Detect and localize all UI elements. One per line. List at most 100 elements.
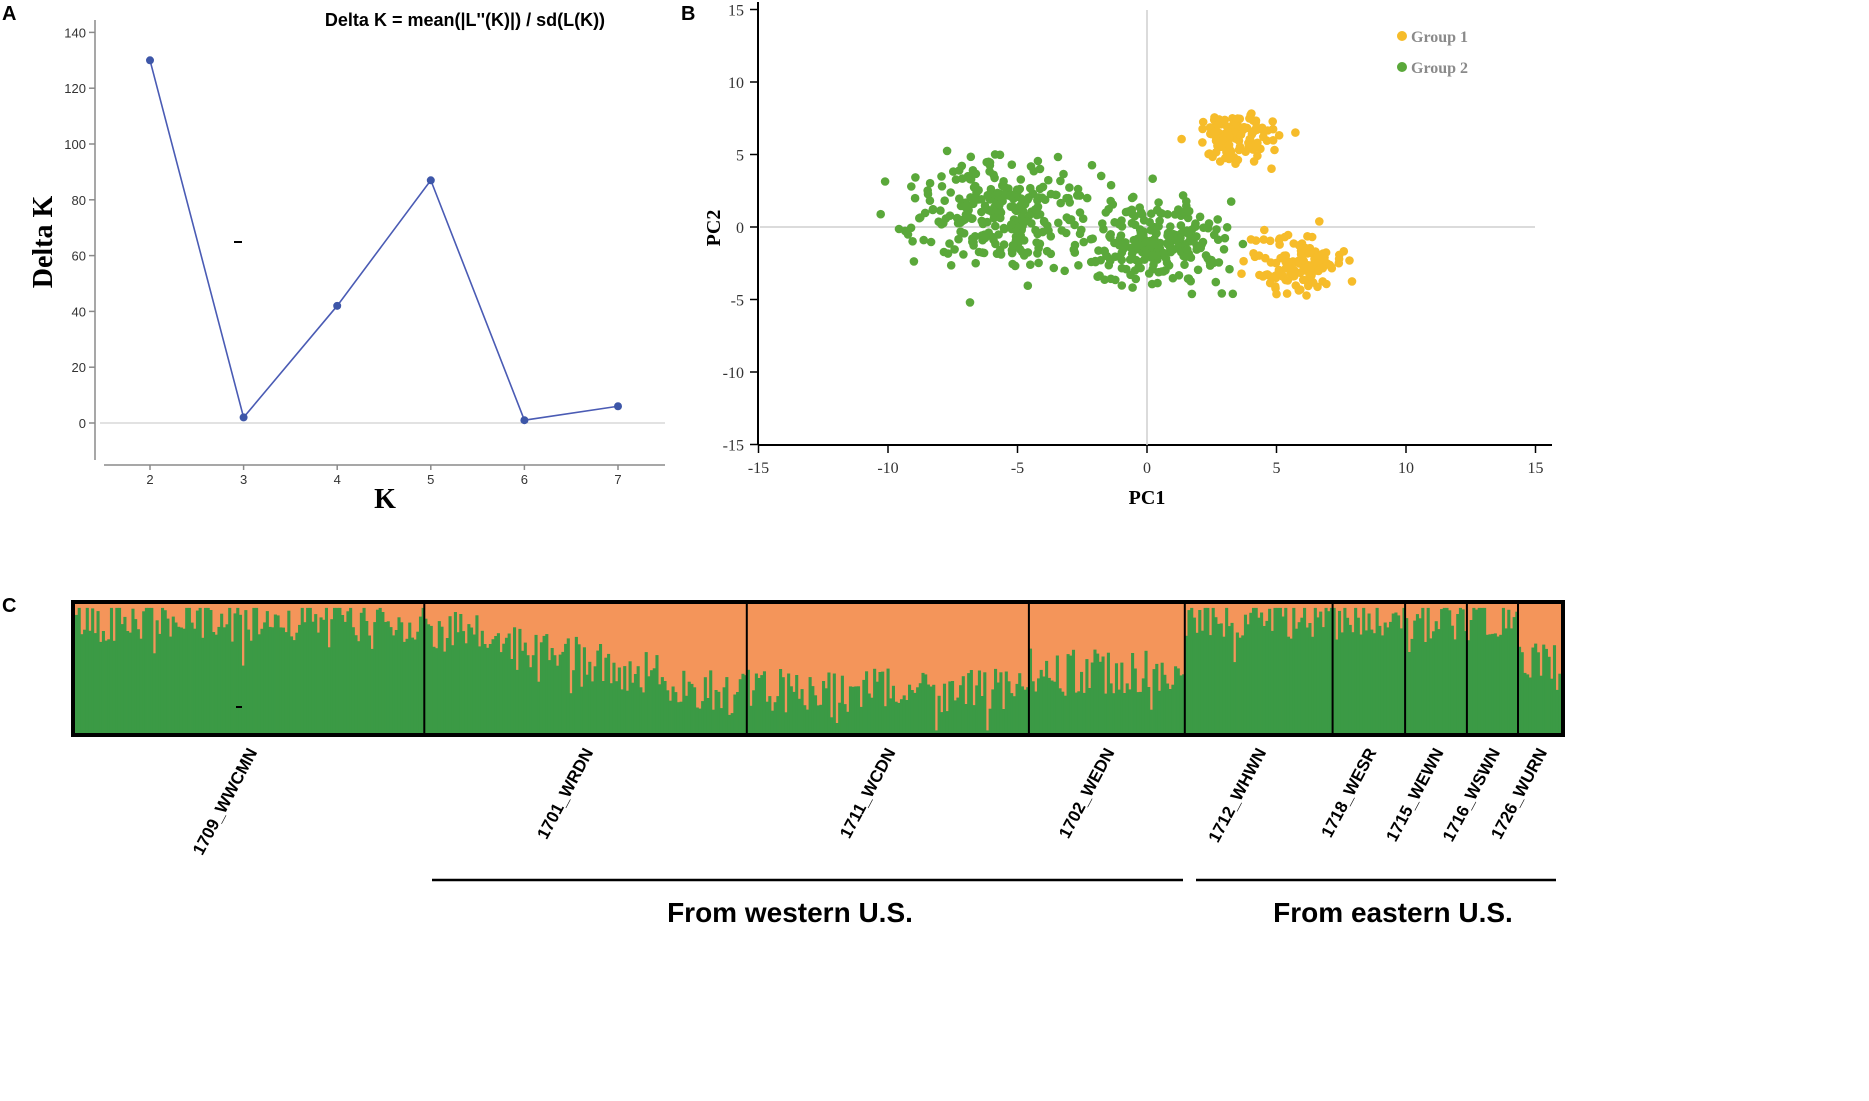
structure-bar	[867, 693, 871, 733]
pca-point	[1102, 251, 1111, 261]
structure-bar	[193, 628, 197, 733]
structure-bar	[117, 607, 122, 733]
structure-bar	[467, 624, 471, 733]
structure-bar	[921, 672, 925, 733]
pca-point	[1101, 208, 1111, 217]
delta-k-point	[239, 413, 248, 422]
structure-bar	[230, 641, 234, 733]
structure-bar	[166, 618, 170, 733]
x-tick-label: 6	[521, 472, 528, 487]
structure-bar	[1034, 691, 1038, 733]
structure-bar	[134, 619, 138, 733]
pca-point	[936, 206, 945, 215]
pca-point	[1148, 251, 1158, 260]
pca-point	[1226, 197, 1236, 206]
pca-point	[950, 245, 959, 254]
x-tick-label: 0	[1143, 460, 1151, 477]
structure-bar	[1058, 688, 1062, 733]
pca-point	[1144, 269, 1154, 278]
eastern-group-label: From eastern U.S.	[1273, 897, 1513, 928]
structure-bar	[265, 611, 269, 733]
structure-bar	[894, 701, 898, 733]
pca-point	[1236, 130, 1246, 139]
structure-bar	[803, 705, 807, 733]
x-tick-label: 2	[146, 472, 153, 487]
structure-bar	[1383, 622, 1387, 733]
structure-bar	[762, 671, 766, 733]
structure-bar	[338, 607, 342, 733]
pca-point	[1073, 184, 1083, 194]
structure-bar	[773, 702, 777, 733]
structure-bar	[572, 670, 576, 733]
structure-bar	[1007, 681, 1011, 733]
pca-y-axis-label: PC2	[703, 210, 725, 247]
structure-bar	[1018, 673, 1022, 733]
pca-point	[1210, 113, 1219, 122]
structure-bar	[1434, 621, 1438, 733]
pca-point	[978, 219, 988, 229]
structure-bar	[822, 681, 826, 733]
structure-bar	[1469, 620, 1473, 733]
structure-bar	[351, 627, 355, 733]
structure-bar	[1346, 617, 1350, 733]
structure-bar	[827, 672, 831, 733]
pca-point	[1156, 208, 1165, 218]
x-tick-label: 4	[334, 472, 341, 487]
structure-bar	[1144, 650, 1148, 733]
structure-bar	[1311, 636, 1315, 733]
structure-bar	[956, 697, 960, 733]
structure-bar	[604, 657, 608, 733]
structure-bar	[1257, 617, 1261, 733]
structure-bar	[727, 714, 732, 733]
structure-bar	[744, 675, 748, 733]
pca-point	[1059, 169, 1068, 179]
pca-point	[940, 196, 949, 205]
structure-bar	[413, 639, 417, 733]
legend-group-2-label: Group 2	[1411, 60, 1468, 77]
pca-point	[945, 211, 955, 220]
pca-point	[1265, 236, 1275, 246]
structure-bar	[889, 698, 893, 733]
pca-point	[1345, 256, 1354, 265]
structure-bar	[1421, 607, 1425, 733]
structure-bar	[620, 689, 624, 733]
structure-bar	[1300, 617, 1304, 733]
pca-point	[1087, 160, 1097, 170]
structure-bar	[1085, 659, 1089, 733]
structure-bar	[679, 701, 683, 733]
pca-point	[966, 152, 976, 162]
structure-bar	[985, 730, 990, 733]
x-tick-label: 15	[1528, 460, 1544, 477]
pca-point	[996, 213, 1005, 223]
structure-bar	[996, 682, 1000, 733]
structure-bar	[252, 607, 256, 733]
pca-point	[942, 146, 952, 156]
pca-point	[1136, 230, 1146, 240]
structure-bar	[781, 677, 785, 733]
structure-bar	[1450, 625, 1454, 733]
structure-bar	[754, 673, 758, 733]
structure-bar	[655, 655, 659, 733]
structure-bar	[1276, 607, 1280, 733]
structure-bar	[187, 607, 191, 733]
structure-bar	[666, 690, 670, 733]
structure-bar	[848, 686, 852, 733]
structure-bar	[357, 641, 361, 733]
pca-point	[916, 213, 925, 222]
structure-bar	[1063, 695, 1067, 733]
structure-bar	[1023, 689, 1027, 733]
pca-point	[1026, 162, 1036, 171]
pca-point	[1165, 231, 1174, 241]
structure-bar	[1182, 674, 1186, 733]
structure-bar	[429, 625, 433, 733]
structure-bar	[341, 615, 345, 733]
pca-point	[1220, 233, 1230, 243]
structure-bar	[1418, 618, 1422, 733]
pca-point	[1219, 245, 1229, 254]
pca-point	[1217, 289, 1227, 298]
pca-point	[1008, 241, 1018, 250]
structure-bar	[1187, 610, 1191, 733]
structure-bar	[1074, 692, 1078, 733]
structure-bar	[918, 683, 922, 733]
structure-bar	[639, 687, 643, 733]
